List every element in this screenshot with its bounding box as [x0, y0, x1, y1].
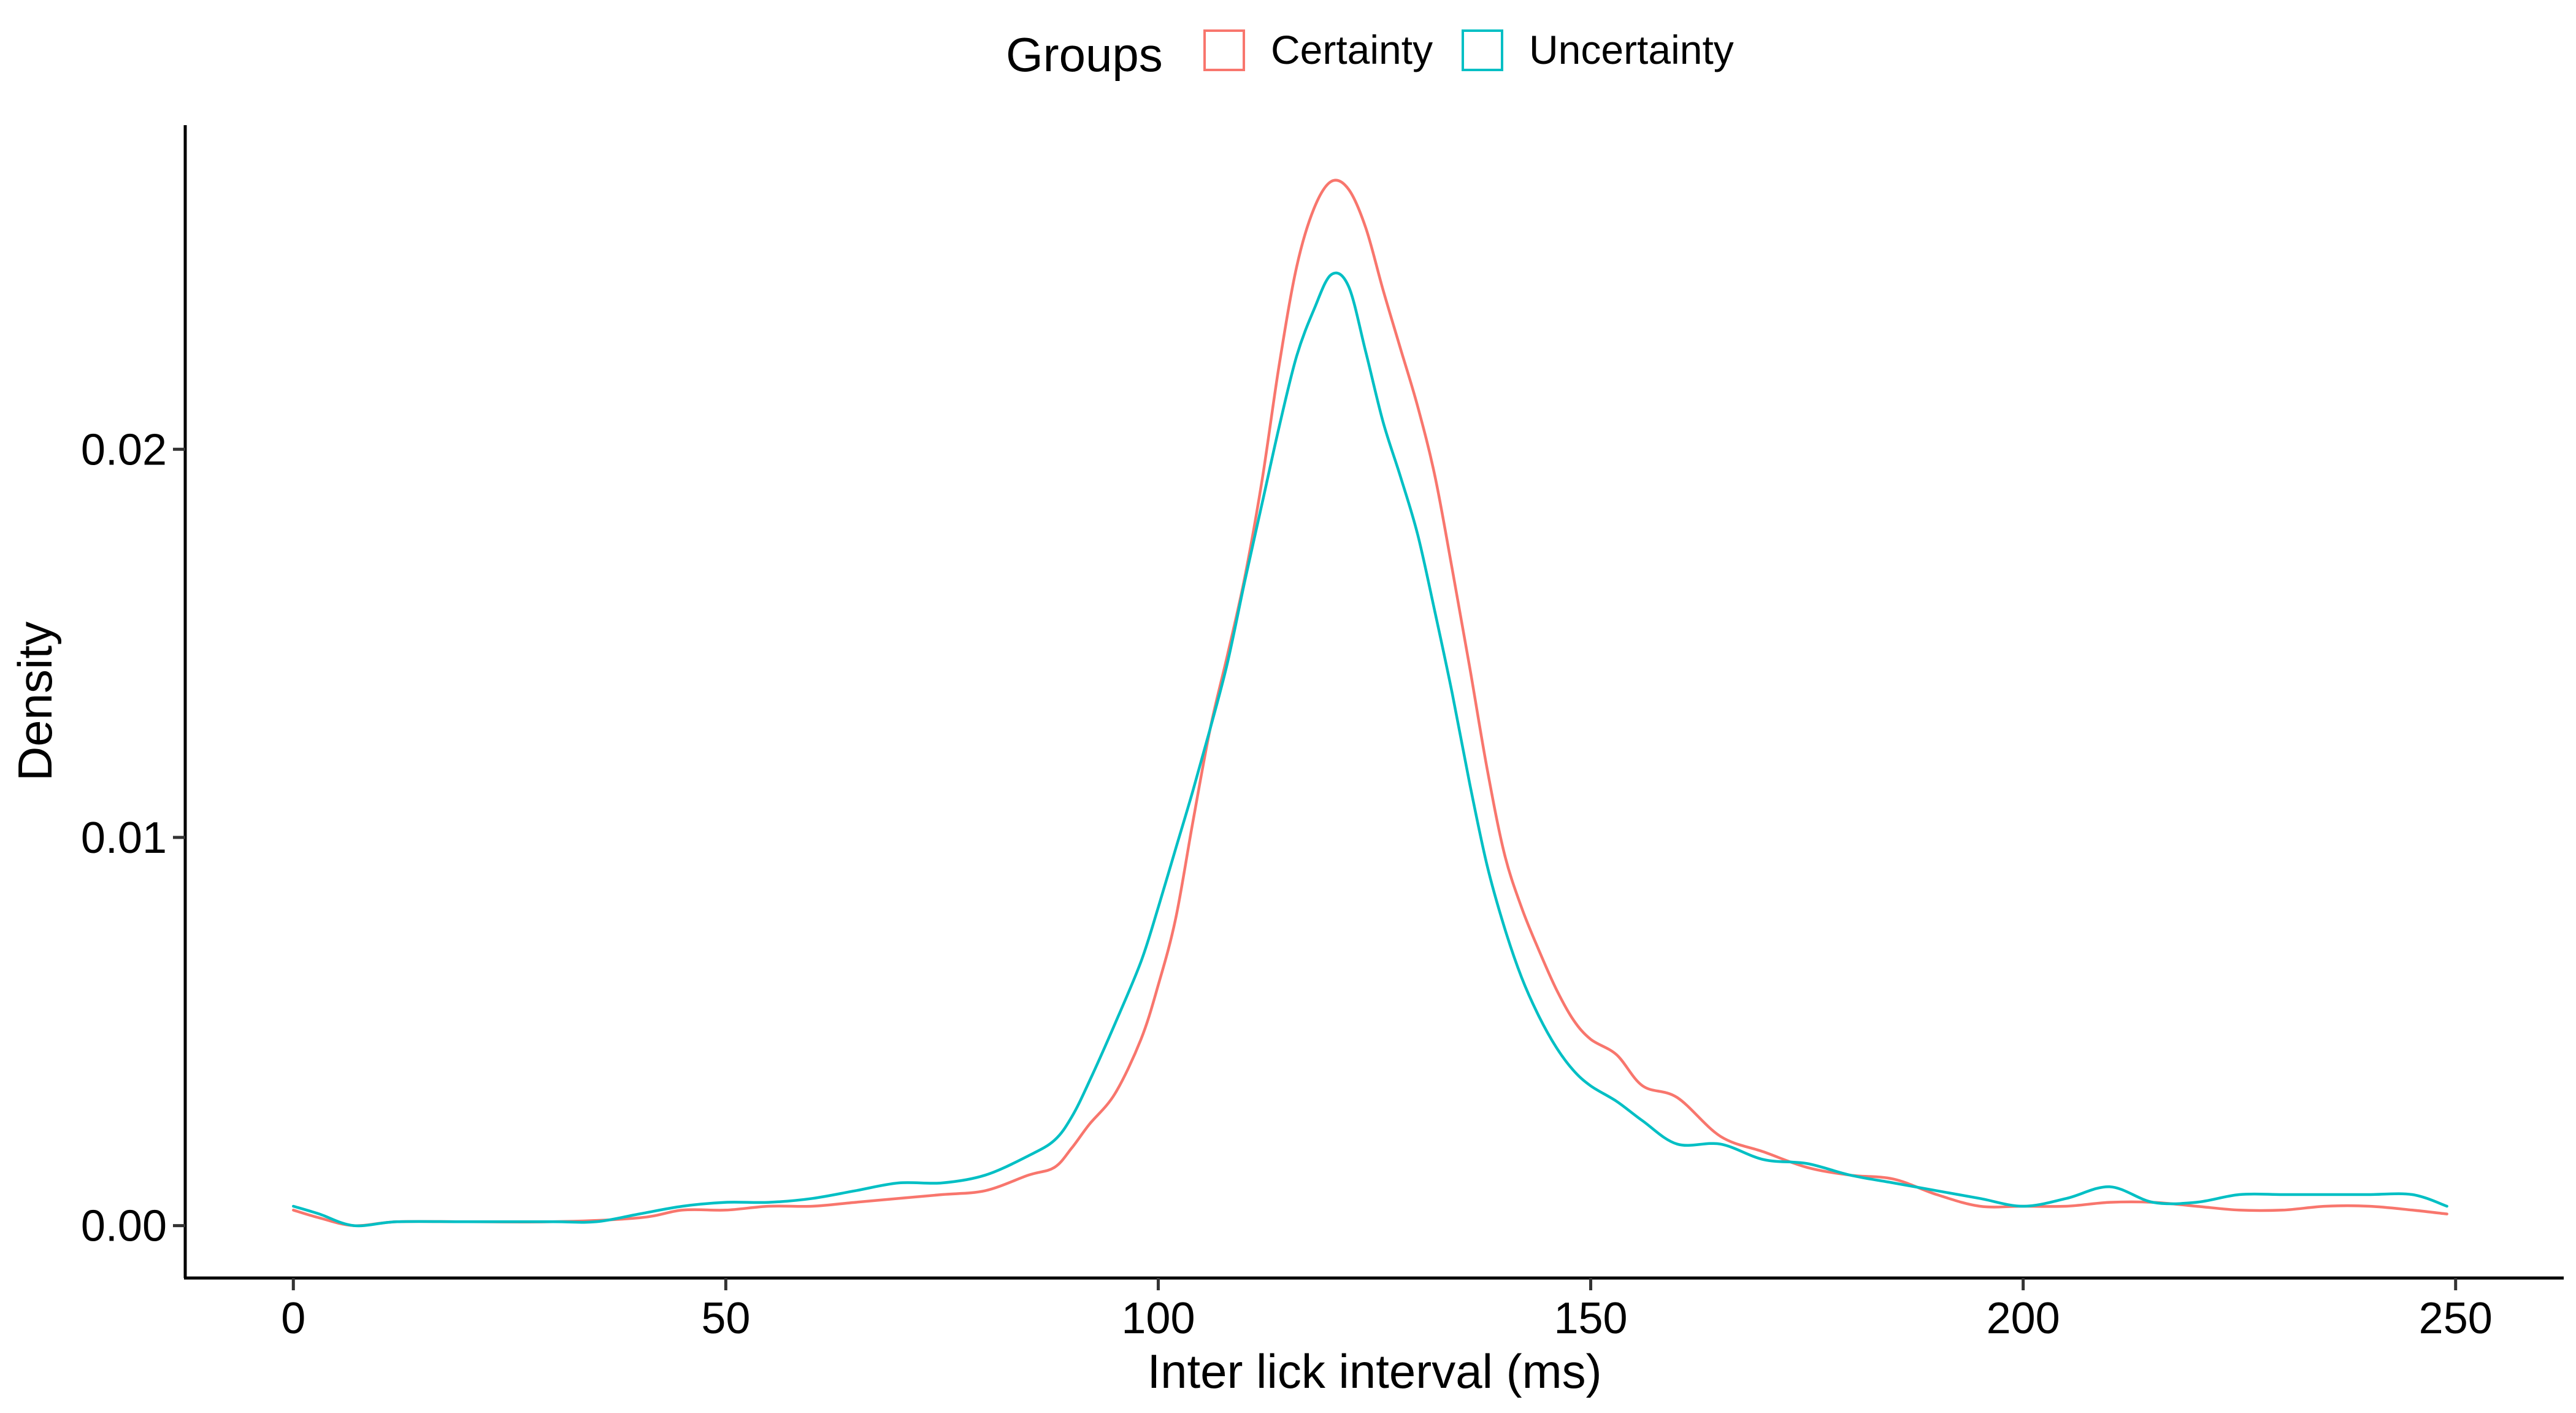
y-axis-label: Density: [8, 622, 62, 781]
ticks: 0 50 100 150 200 250 0.00 0.01 0.02: [81, 425, 2493, 1343]
legend-key-uncertainty: [1462, 29, 1503, 71]
x-tick-label: 250: [2419, 1294, 2493, 1343]
legend-label-certainty: Certainty: [1271, 27, 1433, 72]
legend-key-certainty: [1203, 29, 1245, 71]
x-tick-label: 200: [1987, 1294, 2060, 1343]
series-line-certainty: [292, 179, 2448, 1227]
series-line-uncertainty: [292, 271, 2448, 1228]
x-tick-label: 100: [1121, 1294, 1195, 1343]
y-tick-label: 0.01: [81, 814, 167, 863]
y-tick-label: 0.02: [81, 425, 167, 474]
x-tick-label: 0: [281, 1294, 305, 1343]
legend: Groups Certainty Uncertainty: [1006, 27, 1734, 82]
x-axis-label: Inter lick interval (ms): [1147, 1344, 1601, 1398]
series-lines: [292, 179, 2448, 1228]
legend-label-uncertainty: Uncertainty: [1529, 27, 1734, 72]
x-tick-label: 50: [701, 1294, 750, 1343]
axes: [183, 125, 2564, 1280]
x-tick-label: 150: [1554, 1294, 1627, 1343]
legend-title: Groups: [1006, 28, 1163, 82]
y-tick-label: 0.00: [81, 1202, 167, 1251]
